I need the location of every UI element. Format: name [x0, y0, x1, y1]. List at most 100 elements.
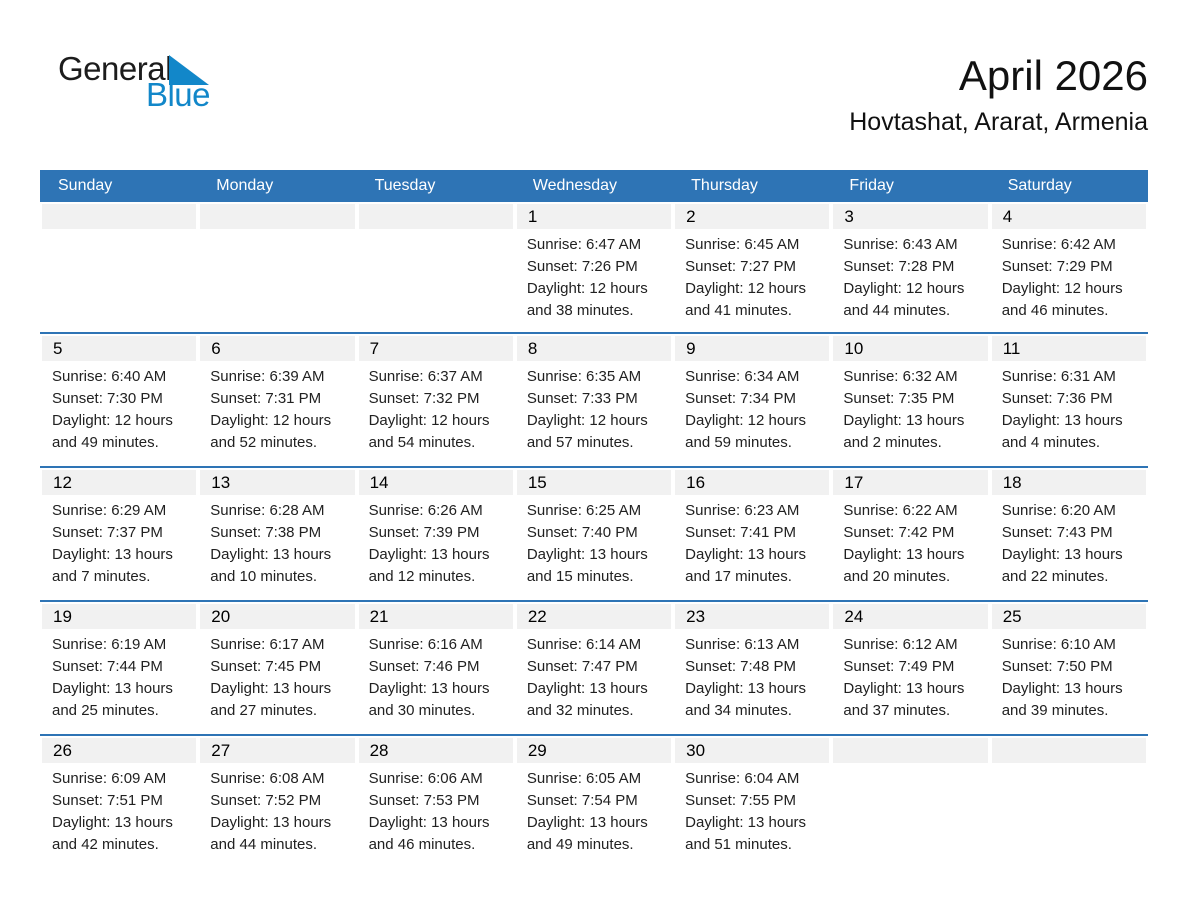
day-number: 19	[42, 604, 197, 629]
day-number: 29	[516, 738, 672, 763]
day-number: 22	[516, 604, 672, 629]
sunset-text: Sunset: 7:41 PM	[685, 524, 797, 541]
sunset-text: Sunset: 7:55 PM	[685, 792, 797, 809]
sunset-text: Sunset: 7:52 PM	[210, 792, 322, 809]
daylight-text: Daylight: 13 hours and 2 minutes.	[843, 412, 965, 451]
daylight-text: Daylight: 12 hours and 44 minutes.	[843, 280, 965, 319]
day-number: 23	[675, 604, 830, 629]
sunset-text: Sunset: 7:50 PM	[1001, 658, 1113, 675]
day-details: Sunrise: 6:12 AM Sunset: 7:49 PM Daylight:…	[831, 629, 989, 722]
page-header: General Blue April 2026 Hovtashat, Arara…	[0, 0, 1188, 170]
weekday-label-wednesday: Wednesday	[532, 177, 618, 194]
day-number: 10	[833, 336, 988, 361]
day-details: Sunrise: 6:23 AM Sunset: 7:41 PM Daylight:…	[673, 495, 831, 588]
day-details: Sunrise: 6:47 AM Sunset: 7:26 PM Daylight:…	[515, 229, 673, 322]
day-details: Sunrise: 6:43 AM Sunset: 7:28 PM Daylight:…	[831, 229, 989, 322]
sunset-text: Sunset: 7:48 PM	[685, 658, 797, 675]
daylight-text: Daylight: 13 hours and 30 minutes.	[368, 680, 490, 719]
sunset-text: Sunset: 7:51 PM	[52, 792, 163, 809]
daylight-text: Daylight: 12 hours and 41 minutes.	[685, 280, 807, 319]
triangle-shape	[168, 55, 209, 85]
sunset-text: Sunset: 7:27 PM	[685, 258, 797, 275]
daylight-text: Daylight: 13 hours and 44 minutes.	[210, 814, 332, 853]
daylight-text: Daylight: 12 hours and 52 minutes.	[210, 412, 332, 451]
sunrise-text: Sunrise: 6:32 AM	[843, 368, 958, 385]
day-details: Sunrise: 6:39 AM Sunset: 7:31 PM Daylight:…	[198, 361, 356, 454]
sunset-text: Sunset: 7:44 PM	[52, 658, 163, 675]
daylight-text: Daylight: 13 hours and 37 minutes.	[843, 680, 965, 719]
day-number: 20	[200, 604, 355, 629]
weekday-label-tuesday: Tuesday	[374, 177, 436, 194]
day-cell: 9 Sunrise: 6:34 AM Sunset: 7:34 PM Daylight…	[673, 334, 831, 466]
day-details: Sunrise: 6:42 AM Sunset: 7:29 PM Daylight:…	[990, 229, 1148, 322]
day-details: Sunrise: 6:16 AM Sunset: 7:46 PM Daylight:…	[357, 629, 515, 722]
daylight-text: Daylight: 13 hours and 7 minutes.	[52, 546, 173, 585]
day-cell: 22 Sunrise: 6:14 AM Sunset: 7:47 PM Dayligh…	[515, 602, 673, 734]
day-details: Sunrise: 6:17 AM Sunset: 7:45 PM Daylight:…	[198, 629, 356, 722]
day-details: Sunrise: 6:26 AM Sunset: 7:39 PM Daylight:…	[357, 495, 515, 588]
empty-day-cell	[357, 202, 515, 332]
daylight-text: Daylight: 13 hours and 12 minutes.	[368, 546, 490, 585]
day-cell: 6 Sunrise: 6:39 AM Sunset: 7:31 PM Daylight…	[198, 334, 356, 466]
sunrise-text: Sunrise: 6:40 AM	[52, 368, 167, 385]
day-cell: 27 Sunrise: 6:08 AM Sunset: 7:52 PM Dayligh…	[198, 736, 356, 868]
sunrise-text: Sunrise: 6:19 AM	[52, 636, 167, 653]
day-cell: 16 Sunrise: 6:23 AM Sunset: 7:41 PM Dayligh…	[673, 468, 831, 600]
day-details	[198, 229, 356, 234]
page-subtitle: Hovtashat, Ararat, Armenia	[849, 108, 1148, 137]
page-title: April 2026	[958, 52, 1148, 99]
day-number: 27	[200, 738, 355, 763]
day-details	[990, 763, 1148, 768]
empty-day-cell	[40, 202, 198, 332]
sunset-text: Sunset: 7:49 PM	[843, 658, 955, 675]
week-row: 19 Sunrise: 6:19 AM Sunset: 7:44 PM Dayligh…	[40, 600, 1148, 734]
day-cell: 4 Sunrise: 6:42 AM Sunset: 7:29 PM Daylight…	[990, 202, 1148, 332]
daylight-text: Daylight: 13 hours and 10 minutes.	[210, 546, 332, 585]
day-number: 5	[42, 336, 197, 361]
daylight-text: Daylight: 13 hours and 4 minutes.	[1001, 412, 1123, 451]
sunrise-text: Sunrise: 6:08 AM	[210, 770, 325, 787]
day-cell: 7 Sunrise: 6:37 AM Sunset: 7:32 PM Daylight…	[357, 334, 515, 466]
sunset-text: Sunset: 7:40 PM	[526, 524, 638, 541]
day-number: 11	[991, 336, 1146, 361]
day-cell: 25 Sunrise: 6:10 AM Sunset: 7:50 PM Dayligh…	[990, 602, 1148, 734]
day-details: Sunrise: 6:37 AM Sunset: 7:32 PM Daylight:…	[357, 361, 515, 454]
sunset-text: Sunset: 7:35 PM	[843, 390, 955, 407]
day-details: Sunrise: 6:35 AM Sunset: 7:33 PM Daylight:…	[515, 361, 673, 454]
day-details: Sunrise: 6:14 AM Sunset: 7:47 PM Daylight:…	[515, 629, 673, 722]
day-number: 25	[991, 604, 1146, 629]
day-number: 18	[991, 470, 1146, 495]
day-cell: 12 Sunrise: 6:29 AM Sunset: 7:37 PM Dayligh…	[40, 468, 198, 600]
daylight-text: Daylight: 13 hours and 34 minutes.	[685, 680, 807, 719]
daylight-text: Daylight: 12 hours and 54 minutes.	[368, 412, 490, 451]
day-cell: 26 Sunrise: 6:09 AM Sunset: 7:51 PM Dayligh…	[40, 736, 198, 868]
sunset-text: Sunset: 7:30 PM	[52, 390, 163, 407]
sunset-text: Sunset: 7:33 PM	[526, 390, 638, 407]
day-number	[42, 204, 197, 229]
sunrise-text: Sunrise: 6:43 AM	[843, 236, 958, 253]
day-number	[358, 204, 513, 229]
sunrise-text: Sunrise: 6:16 AM	[368, 636, 483, 653]
daylight-text: Daylight: 12 hours and 59 minutes.	[685, 412, 807, 451]
sunrise-text: Sunrise: 6:22 AM	[843, 502, 958, 519]
daylight-text: Daylight: 13 hours and 42 minutes.	[52, 814, 173, 853]
day-number: 8	[516, 336, 672, 361]
day-number: 15	[516, 470, 672, 495]
sunset-text: Sunset: 7:34 PM	[685, 390, 797, 407]
day-details: Sunrise: 6:34 AM Sunset: 7:34 PM Daylight:…	[673, 361, 831, 454]
week-row: 1 Sunrise: 6:47 AM Sunset: 7:26 PM Daylight…	[40, 202, 1148, 332]
daylight-text: Daylight: 13 hours and 25 minutes.	[52, 680, 173, 719]
day-details: Sunrise: 6:22 AM Sunset: 7:42 PM Daylight:…	[831, 495, 989, 588]
weekday-label-saturday: Saturday	[1007, 177, 1072, 194]
daylight-text: Daylight: 13 hours and 51 minutes.	[685, 814, 807, 853]
daylight-text: Daylight: 13 hours and 49 minutes.	[526, 814, 648, 853]
day-details: Sunrise: 6:28 AM Sunset: 7:38 PM Daylight:…	[198, 495, 356, 588]
day-cell: 13 Sunrise: 6:28 AM Sunset: 7:38 PM Dayligh…	[198, 468, 356, 600]
sunset-text: Sunset: 7:45 PM	[210, 658, 322, 675]
sunset-text: Sunset: 7:37 PM	[52, 524, 163, 541]
sunrise-text: Sunrise: 6:17 AM	[210, 636, 325, 653]
sunrise-text: Sunrise: 6:26 AM	[368, 502, 483, 519]
weekday-label-monday: Monday	[216, 177, 274, 194]
day-cell: 5 Sunrise: 6:40 AM Sunset: 7:30 PM Daylight…	[40, 334, 198, 466]
day-number: 9	[675, 336, 830, 361]
